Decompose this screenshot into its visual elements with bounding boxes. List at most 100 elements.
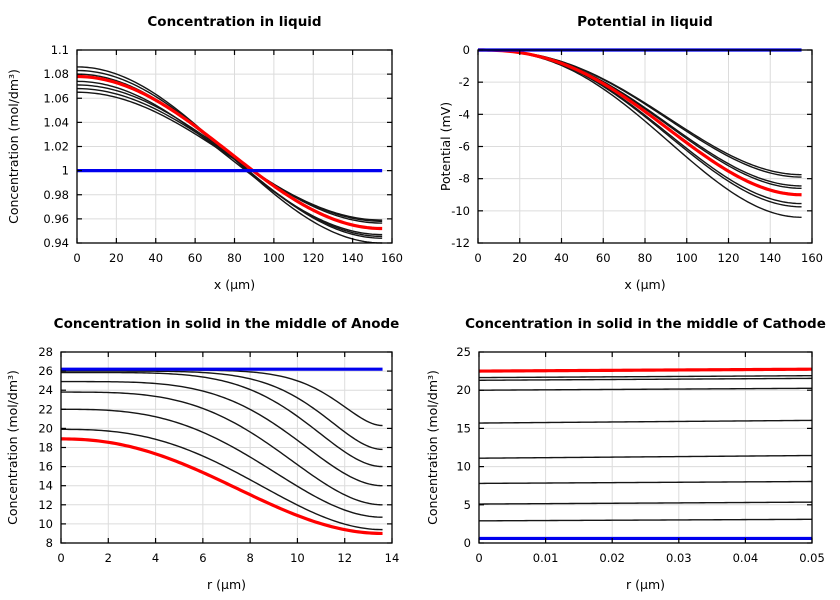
y-tick-label: 1.04 — [43, 115, 69, 129]
series-curve-4 — [61, 380, 383, 487]
series-curve-4 — [76, 80, 383, 236]
x-tick-label: 100 — [676, 251, 698, 265]
x-axis-label: x (µm) — [624, 277, 665, 292]
x-tick-label: 80 — [638, 251, 653, 265]
y-tick-label: 28 — [38, 345, 53, 359]
series-curve-5 — [478, 454, 813, 459]
y-tick-label: -2 — [459, 75, 470, 89]
series-curve-5 — [478, 49, 802, 205]
x-tick-label: 40 — [148, 251, 163, 265]
series-curve-3 — [478, 387, 813, 391]
y-tick-label: 0.96 — [43, 212, 69, 226]
y-tick-label: 22 — [38, 402, 53, 416]
chart-title: Concentration in liquid — [147, 14, 321, 30]
tick-marks — [76, 49, 393, 244]
x-tick-label: 4 — [152, 551, 159, 565]
y-tick-label: -8 — [459, 172, 470, 186]
x-tick-label: 14 — [385, 551, 400, 565]
x-tick-label: 60 — [188, 251, 203, 265]
y-tick-labels: -12 -10 -8 -6 -4 -2 0 — [451, 43, 470, 250]
y-tick-label: 5 — [464, 498, 471, 512]
y-tick-label: 20 — [38, 421, 53, 435]
series-curve-2 — [478, 49, 802, 178]
series-curve-5 — [61, 391, 383, 506]
y-axis-label: Potential (mV) — [438, 102, 453, 191]
series-group — [478, 48, 802, 218]
series-group — [61, 367, 383, 536]
x-tick-label: 160 — [381, 251, 403, 265]
axis-frame — [478, 351, 813, 544]
series-group — [478, 367, 813, 541]
y-tick-label: 24 — [38, 383, 53, 397]
y-tick-labels: 0.94 0.96 0.98 1 1.02 1.04 1.06 1.08 1.1 — [43, 43, 69, 250]
series-curve-2 — [478, 377, 813, 381]
series-curve-8 — [478, 518, 813, 522]
y-tick-label: 10 — [38, 517, 53, 531]
x-tick-label: 0 — [475, 551, 482, 565]
x-tick-label: 20 — [512, 251, 527, 265]
x-tick-label: 0.04 — [733, 551, 759, 565]
y-tick-labels: 8 10 12 14 16 18 20 22 24 26 28 — [38, 345, 53, 550]
y-tick-label: 10 — [456, 460, 471, 474]
y-tick-label: 25 — [456, 345, 471, 359]
y-tick-label: 12 — [38, 498, 53, 512]
y-tick-label: 16 — [38, 460, 53, 474]
x-tick-labels: 0 0.01 0.02 0.03 0.04 0.05 — [475, 551, 824, 565]
tick-marks — [60, 351, 393, 544]
x-tick-label: 160 — [801, 251, 823, 265]
series-curve-7 — [61, 428, 383, 531]
x-tick-label: 0 — [57, 551, 64, 565]
chart-concentration-in-liquid: 0 20 40 60 80 100 120 140 160 0.94 0.96 0.98 1 1.02 1.… — [6, 14, 403, 292]
y-tick-label: 1.1 — [51, 43, 69, 57]
series-curve-6 — [61, 408, 383, 518]
series-highlighted-curve — [61, 437, 383, 536]
x-tick-label: 0 — [474, 251, 481, 265]
x-tick-label: 120 — [718, 251, 740, 265]
y-tick-label: 8 — [46, 536, 53, 550]
y-tick-label: -10 — [451, 204, 470, 218]
y-tick-label: 1.08 — [43, 67, 69, 81]
chart-potential-in-liquid: 0 20 40 60 80 100 120 140 160 -12 -10 -8 -6 -4 -2 0 Pote… — [438, 14, 823, 292]
x-tick-label: 100 — [263, 251, 285, 265]
x-tick-labels: 0 20 40 60 80 100 120 140 160 — [73, 251, 403, 265]
y-tick-labels: 0 5 10 15 20 25 — [456, 345, 471, 550]
y-axis-label: Concentration (mol/dm³) — [5, 370, 20, 525]
x-tick-label: 40 — [554, 251, 569, 265]
series-group — [76, 66, 383, 244]
series-highlighted-curve — [478, 48, 802, 197]
series-curve-3 — [61, 371, 383, 468]
subplot-potential-in-liquid: 0 20 40 60 80 100 120 140 160 -12 -10 -8 -6 -4 -2 0 Pote… — [420, 0, 840, 300]
tick-marks — [477, 49, 813, 244]
y-tick-label: 1 — [62, 164, 69, 178]
gridlines — [477, 49, 813, 244]
y-tick-label: 14 — [38, 479, 53, 493]
x-axis-label: r (µm) — [207, 577, 246, 592]
y-tick-label: 15 — [456, 421, 471, 435]
y-tick-label: 18 — [38, 441, 53, 455]
x-tick-label: 0.02 — [599, 551, 625, 565]
series-curve-6 — [478, 480, 813, 485]
chart-title: Potential in liquid — [577, 14, 713, 30]
series-curve-2 — [61, 370, 383, 451]
x-tick-labels: 0 20 40 60 80 100 120 140 160 — [474, 251, 823, 265]
x-tick-label: 140 — [342, 251, 364, 265]
x-tick-label: 80 — [227, 251, 242, 265]
y-axis-label: Concentration (mol/dm³) — [425, 370, 440, 525]
y-tick-label: 1.06 — [43, 91, 69, 105]
chart-concentration-in-solid-cathode: 0 0.01 0.02 0.03 0.04 0.05 0 5 10 15 20 25 Concentra… — [425, 316, 826, 592]
x-tick-label: 0 — [73, 251, 80, 265]
x-tick-label: 0.01 — [533, 551, 559, 565]
x-tick-label: 120 — [302, 251, 324, 265]
gridlines — [76, 49, 393, 244]
x-tick-label: 20 — [109, 251, 124, 265]
y-axis-label: Concentration (mol/dm³) — [6, 69, 21, 224]
x-tick-labels: 0 2 4 6 8 10 12 14 — [57, 551, 399, 565]
y-tick-label: 1.02 — [43, 140, 69, 154]
y-tick-label: 20 — [456, 383, 471, 397]
x-tick-label: 0.03 — [666, 551, 692, 565]
series-curve-4 — [478, 419, 813, 424]
series-highlighted-curve — [76, 74, 383, 231]
x-axis-label: r (µm) — [626, 577, 665, 592]
y-tick-label: 0.98 — [43, 188, 69, 202]
